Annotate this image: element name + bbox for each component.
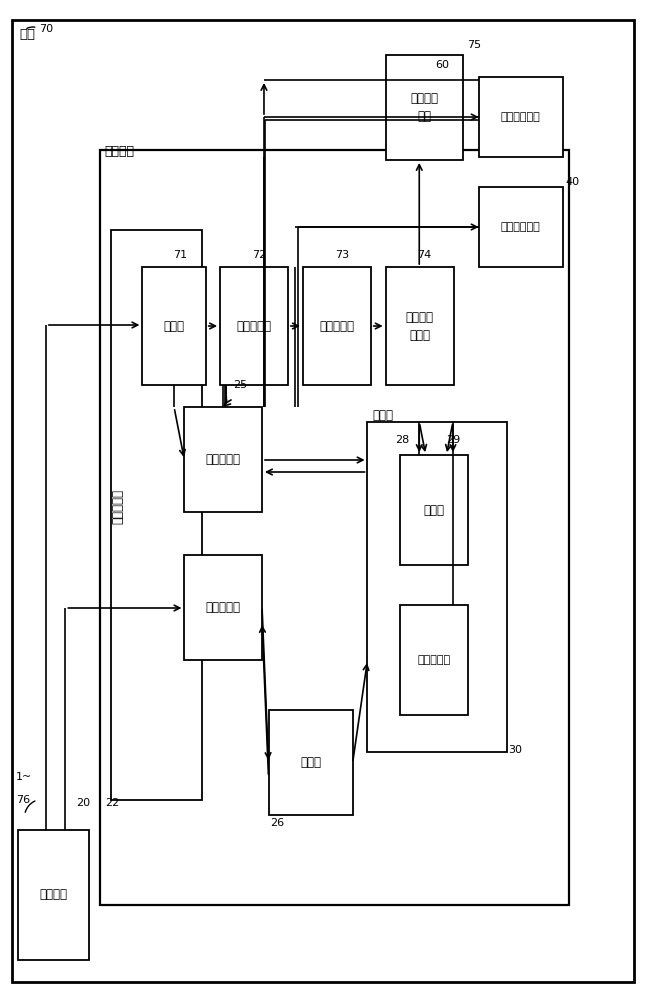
Bar [479, 187, 563, 267]
Text: 75: 75 [467, 40, 481, 50]
Text: 各轴伺服
马达: 各轴伺服 马达 [410, 92, 439, 123]
Text: 22: 22 [105, 798, 119, 808]
Text: 40: 40 [565, 177, 580, 187]
Text: 存储部: 存储部 [300, 756, 321, 769]
Text: 显示控制部: 显示控制部 [206, 601, 241, 614]
Text: 70: 70 [39, 24, 53, 34]
Bar [303, 267, 371, 385]
Text: 控制装置: 控制装置 [105, 145, 135, 158]
Text: 插値运算部: 插値运算部 [319, 320, 355, 333]
Text: 显示部: 显示部 [423, 504, 444, 516]
Text: 76: 76 [16, 795, 30, 805]
Bar [400, 455, 468, 565]
Text: 25: 25 [233, 380, 247, 390]
Text: 读取解释部: 读取解释部 [236, 320, 272, 333]
Text: 1~: 1~ [16, 772, 32, 782]
Bar [100, 150, 569, 905]
Text: 手动输入部: 手动输入部 [417, 655, 450, 665]
Bar [367, 422, 507, 752]
Text: 输入部: 输入部 [164, 320, 184, 333]
Text: 74: 74 [417, 250, 432, 260]
Bar [111, 230, 202, 800]
Text: 72: 72 [252, 250, 267, 260]
Bar [18, 830, 89, 960]
Text: 加工程序: 加工程序 [39, 888, 68, 902]
Text: 机床: 机床 [19, 28, 36, 41]
Bar [269, 710, 353, 815]
Bar [184, 407, 262, 512]
Bar [479, 77, 563, 157]
Bar [386, 55, 463, 160]
Text: 操作部: 操作部 [372, 409, 393, 422]
Text: 刀具更换装置: 刀具更换装置 [501, 222, 541, 232]
Bar [220, 267, 288, 385]
Bar [184, 555, 262, 660]
Text: 71: 71 [173, 250, 188, 260]
Text: 20: 20 [76, 798, 91, 808]
Text: 73: 73 [335, 250, 349, 260]
Text: 60: 60 [435, 60, 449, 70]
Text: 信息控制部: 信息控制部 [112, 489, 125, 524]
Text: 伺服马达
控制部: 伺服马达 控制部 [406, 311, 433, 342]
Text: 运算处理部: 运算处理部 [206, 453, 241, 466]
Bar [386, 267, 454, 385]
Text: 26: 26 [270, 818, 285, 828]
Text: 29: 29 [446, 435, 461, 445]
Bar [142, 267, 206, 385]
Bar [400, 605, 468, 715]
Text: 28: 28 [395, 435, 409, 445]
Text: 30: 30 [509, 745, 523, 755]
Text: 刀具测定装置: 刀具测定装置 [501, 112, 541, 122]
